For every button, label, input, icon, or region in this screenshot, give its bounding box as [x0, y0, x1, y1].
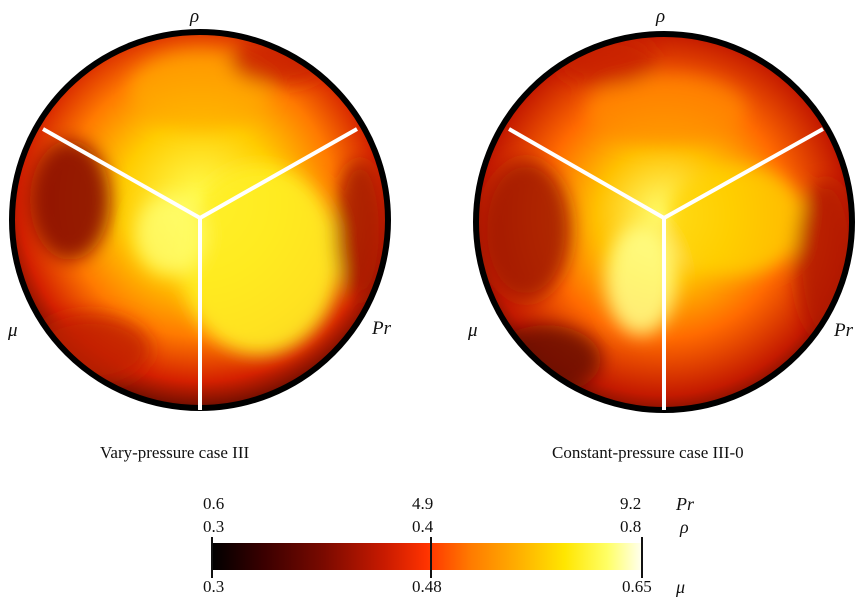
- label-rho: ρ: [190, 6, 200, 27]
- contour-disk-constant-pressure: [473, 31, 855, 413]
- panel-constant-pressure: ρ μ Pr Constant-pressure case III-0: [466, 0, 856, 470]
- colorbar: [212, 543, 642, 570]
- label-mu: μ: [8, 320, 18, 341]
- label-pr: Pr: [834, 320, 853, 341]
- sector-divider: [42, 127, 201, 220]
- rho-tick-min: 0.3: [203, 517, 225, 536]
- colorbar-tick-min: [211, 537, 213, 578]
- mu-tick-mid: 0.48: [412, 577, 442, 596]
- caption-constant-pressure: Constant-pressure case III-0: [552, 443, 744, 462]
- caption-vary-pressure: Vary-pressure case III: [100, 443, 250, 462]
- sector-divider: [199, 127, 358, 220]
- sector-divider: [508, 127, 665, 220]
- colorbar-tick-max: [641, 537, 643, 578]
- mu-tick-max: 0.65: [622, 577, 652, 596]
- colorbar-tick-mid: [430, 537, 432, 578]
- pr-tick-min: 0.6: [203, 494, 225, 513]
- pr-variable-label: Pr: [676, 494, 694, 514]
- rho-tick-mid: 0.4: [412, 517, 434, 536]
- rho-variable-label: ρ: [680, 517, 689, 537]
- sector-divider: [663, 127, 824, 220]
- panel-vary-pressure: ρ μ Pr Vary-pressure case III: [0, 0, 420, 470]
- mu-tick-min: 0.3: [203, 577, 225, 596]
- label-mu: μ: [468, 320, 478, 341]
- label-pr: Pr: [372, 318, 391, 339]
- mu-variable-label: μ: [676, 577, 686, 597]
- pr-tick-max: 9.2: [620, 494, 642, 513]
- label-rho: ρ: [656, 6, 666, 27]
- pr-tick-mid: 4.9: [412, 494, 434, 513]
- rho-tick-max: 0.8: [620, 517, 642, 536]
- contour-disk-vary-pressure: [9, 29, 391, 411]
